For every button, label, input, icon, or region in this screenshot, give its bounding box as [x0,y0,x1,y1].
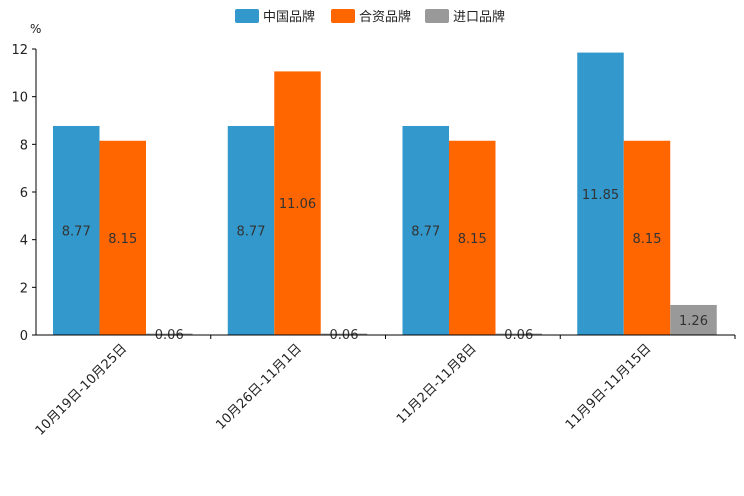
data-label: 8.77 [62,224,91,239]
data-label: 11.06 [279,197,316,212]
bar [99,140,146,335]
x-axis: 10月19日-10月25日 10月26日-11月1日 11月2日-11月8日 11月9… [33,335,736,439]
bar [402,125,449,336]
legend-swatch [331,9,355,23]
data-label: 8.77 [237,224,266,239]
y-tick-label: 2 [20,281,28,296]
y-tick-label: 6 [20,186,28,201]
legend-swatch [235,9,259,23]
y-axis-unit-label: % [30,22,41,36]
y-tick-label: 8 [20,138,28,153]
data-label: 8.15 [633,232,662,247]
bar [449,140,496,335]
y-tick-label: 4 [20,234,28,249]
bar [495,333,542,335]
bar [670,304,717,335]
bar [146,333,193,335]
y-tick-label: 12 [11,43,28,58]
y-tick-label: 10 [11,91,28,106]
data-label: 8.15 [458,232,487,247]
bars [53,52,717,336]
data-label: 11.85 [582,188,619,203]
bar [623,140,671,335]
data-label: 8.77 [411,224,440,239]
x-tick-label: 10月26日-11月1日 [213,341,305,433]
legend-label: 合资品牌 [359,9,411,25]
data-label: 8.15 [108,232,137,247]
bar [53,125,100,336]
legend: 中国品牌 合资品牌 进口品牌 [235,9,505,25]
legend-swatch [425,9,449,23]
x-tick-label: 10月19日-10月25日 [33,341,130,438]
bar [320,333,368,335]
y-axis: 0 2 4 6 8 10 12 [11,43,37,344]
y-tick-label: 0 [20,329,28,344]
bar [577,52,624,335]
bar [274,71,321,336]
x-tick-label: 11月9日-11月15日 [563,341,655,433]
legend-label: 进口品牌 [453,9,505,25]
bar [227,125,275,336]
x-tick-label: 11月2日-11月8日 [394,341,480,427]
data-label: 1.26 [679,314,708,329]
legend-label: 中国品牌 [263,9,315,25]
